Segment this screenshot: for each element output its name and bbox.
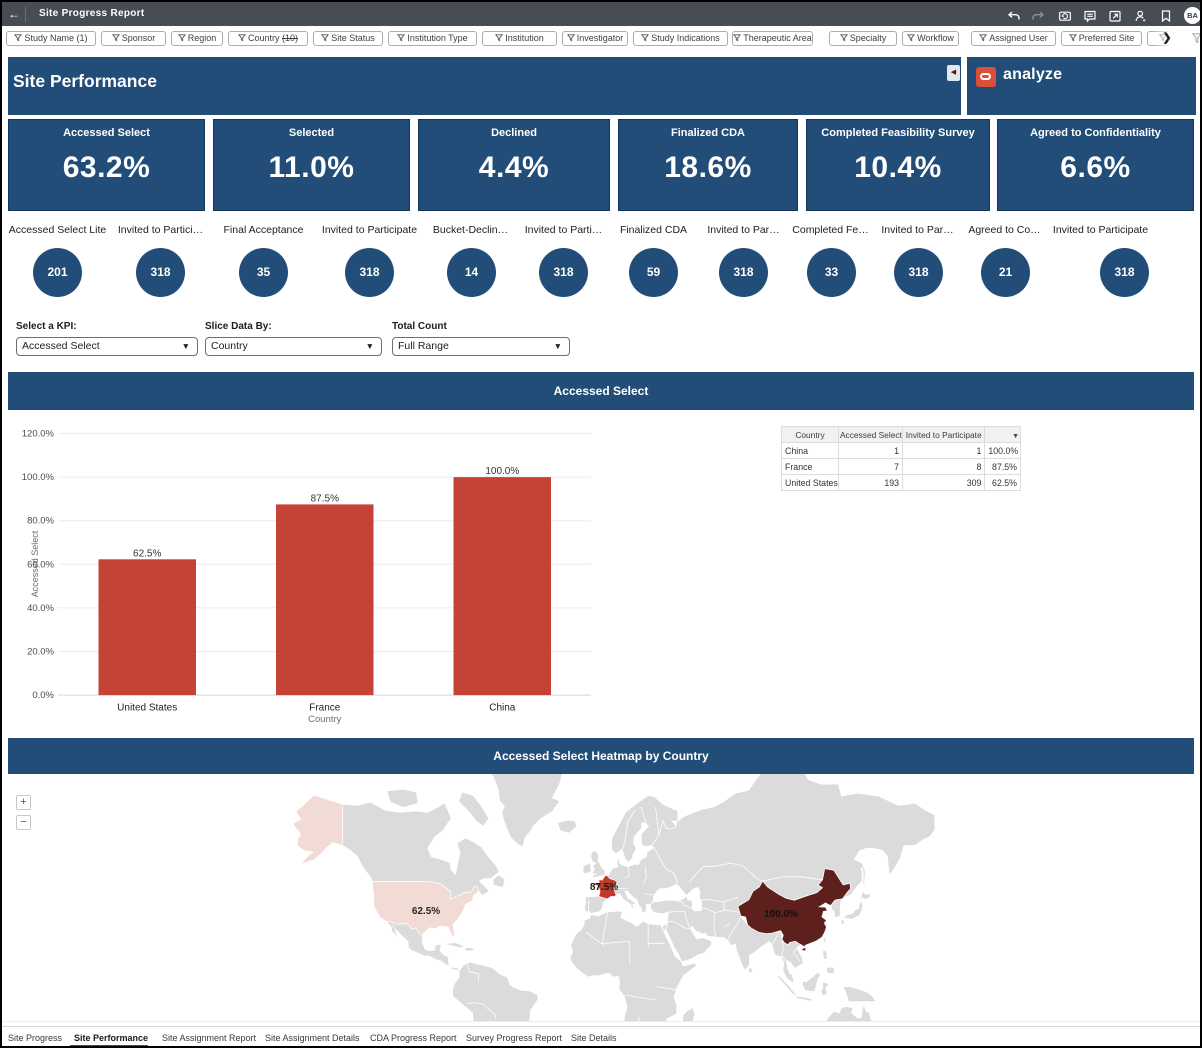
svg-text:100.0%: 100.0% [485, 466, 519, 477]
svg-text:62.5%: 62.5% [412, 906, 440, 917]
svg-text:40.0%: 40.0% [27, 603, 54, 614]
svg-text:87.5%: 87.5% [311, 493, 339, 504]
svg-text:Country: Country [308, 714, 342, 725]
svg-text:20.0%: 20.0% [27, 647, 54, 658]
svg-text:87.5%: 87.5% [590, 882, 618, 893]
svg-text:120.0%: 120.0% [22, 429, 55, 440]
svg-text:60.0%: 60.0% [27, 559, 54, 570]
svg-text:100.0%: 100.0% [764, 909, 798, 920]
svg-text:100.0%: 100.0% [22, 472, 55, 483]
svg-text:Accessed Select: Accessed Select [30, 530, 40, 597]
svg-text:United States: United States [117, 703, 177, 714]
svg-text:0.0%: 0.0% [32, 690, 54, 701]
svg-text:France: France [309, 703, 341, 714]
svg-text:China: China [489, 703, 516, 714]
svg-text:80.0%: 80.0% [27, 516, 54, 527]
svg-text:62.5%: 62.5% [133, 548, 161, 559]
